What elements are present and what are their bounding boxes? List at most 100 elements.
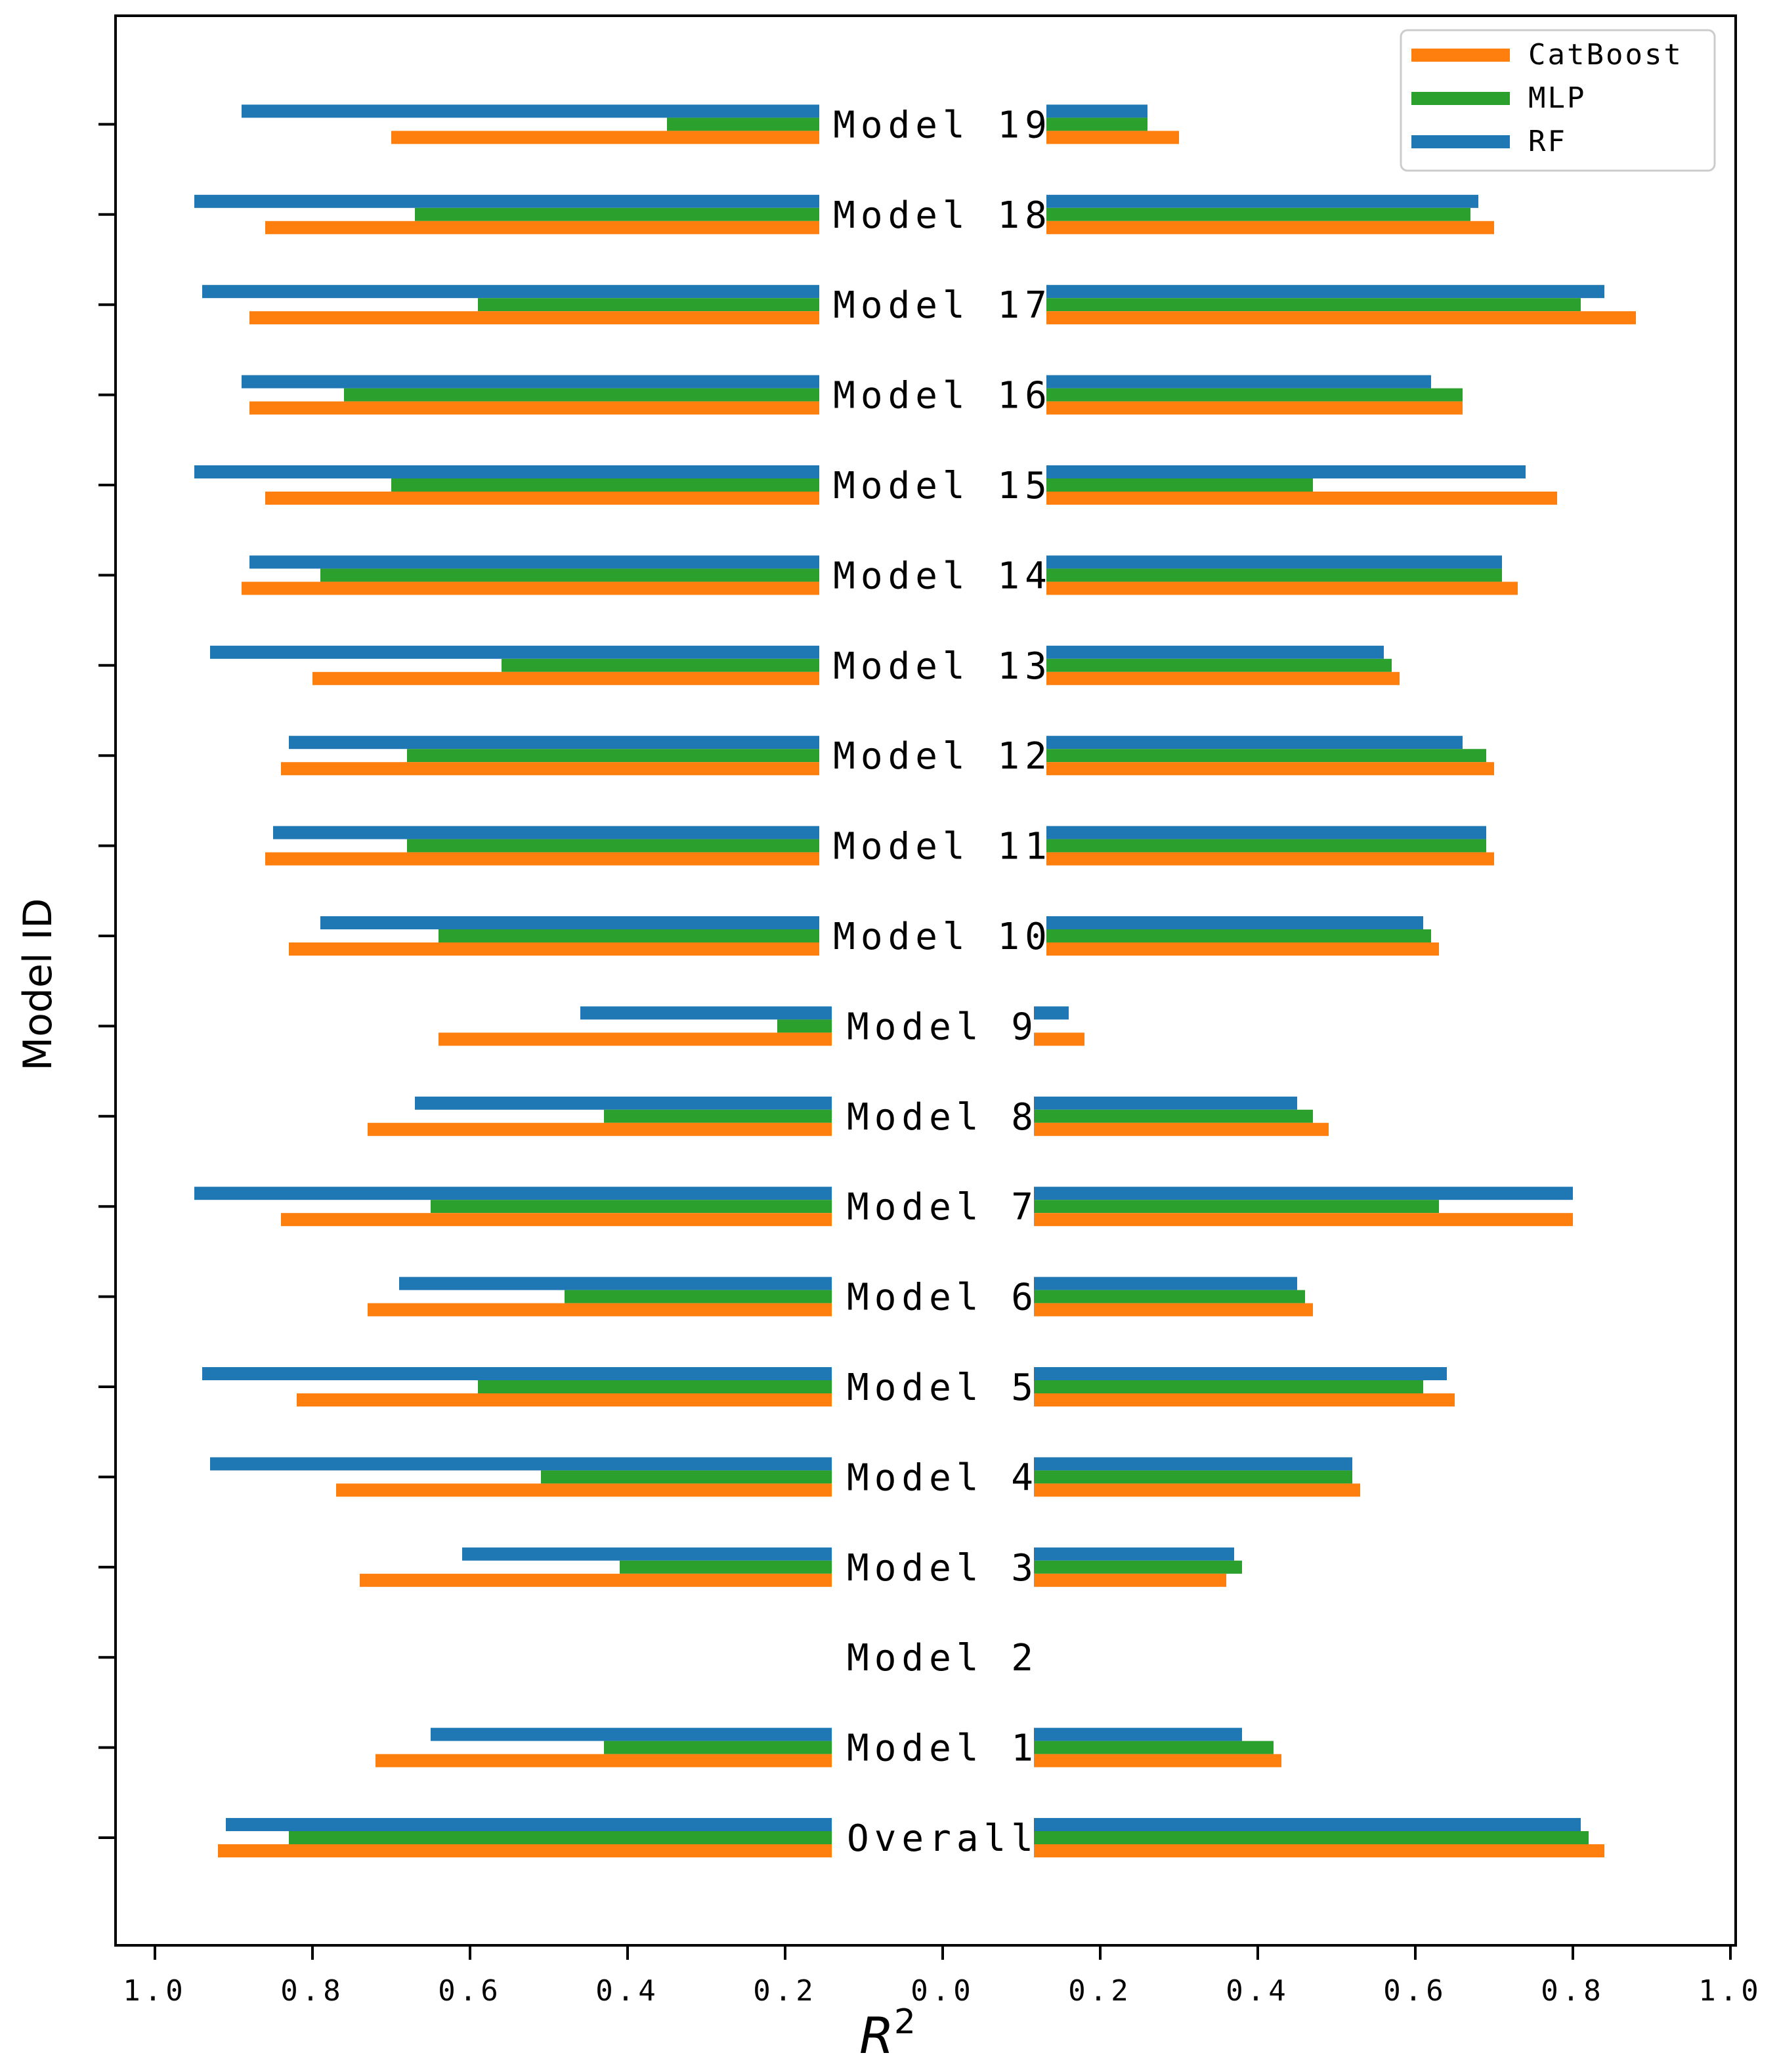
bar-right-catboost-17: [1046, 311, 1636, 325]
legend-entries: CatBoost MLP RF: [1411, 38, 1681, 158]
bar-right-mlp-18: [1046, 207, 1470, 221]
category-label-9: Model 9: [847, 1005, 1039, 1048]
bar-right-mlp-3: [1034, 1560, 1242, 1574]
bar-right-catboost-14: [1046, 581, 1518, 595]
bar-right-mlp-7: [1034, 1200, 1439, 1214]
category-label-8: Model 8: [847, 1096, 1039, 1139]
legend-swatch-rf: [1411, 135, 1510, 148]
legend-label-mlp: MLP: [1528, 81, 1586, 115]
category-label-17: Model 17: [833, 284, 1052, 327]
bar-left-mlp-8: [604, 1109, 832, 1123]
legend-swatch-catboost: [1411, 49, 1510, 62]
bar-left-mlp-4: [541, 1470, 832, 1484]
bar-right-rf-7: [1034, 1187, 1573, 1200]
category-label-12: Model 12: [833, 735, 1052, 778]
bar-right-rf-10: [1046, 916, 1423, 929]
category-label-11: Model 11: [833, 826, 1052, 868]
bar-left-mlp-13: [502, 658, 819, 672]
bar-right-mlp-14: [1046, 568, 1502, 582]
bar-right-rf-6: [1034, 1277, 1297, 1290]
bar-right-catboost-13: [1046, 671, 1400, 685]
bar-left-catboost-8: [368, 1122, 832, 1136]
bar-left-rf-18: [194, 194, 819, 208]
bar-left-catboost-15: [265, 492, 819, 505]
bar-left-rf-8: [415, 1096, 832, 1110]
bar-left-mlp-1: [604, 1741, 832, 1754]
category-label-3: Model 3: [847, 1547, 1039, 1590]
category-label-13: Model 13: [833, 645, 1052, 688]
bar-right-rf-8: [1034, 1096, 1297, 1110]
category-label-10: Model 10: [833, 916, 1052, 958]
bar-right-mlp-4: [1034, 1470, 1352, 1484]
bar-right-rf-18: [1046, 194, 1478, 208]
plot-frame: [114, 14, 1737, 1947]
x-tick-label-8: 0.6: [1383, 1974, 1447, 2008]
bar-right-mlp-16: [1046, 388, 1463, 402]
bar-right-mlp-17: [1046, 298, 1581, 312]
bar-right-rf-5: [1034, 1367, 1447, 1380]
bar-right-catboost-1: [1034, 1754, 1281, 1767]
bar-left-mlp-6: [565, 1290, 832, 1303]
bar-right-catboost-9: [1034, 1032, 1084, 1046]
bar-left-mlp-11: [407, 839, 819, 853]
bar-left-rf-10: [320, 916, 819, 929]
y-axis-title: Model ID: [15, 898, 61, 1070]
bar-left-mlp-16: [344, 388, 819, 402]
bar-left-rf-1: [431, 1727, 832, 1741]
bar-right-catboost-11: [1046, 852, 1494, 866]
bar-right-mlp-0: [1034, 1831, 1589, 1844]
bar-left-mlp-3: [620, 1560, 832, 1574]
bar-left-mlp-7: [431, 1200, 832, 1214]
x-tick-label-2: 0.6: [438, 1974, 502, 2008]
bar-right-rf-13: [1046, 645, 1384, 659]
x-tick-label-6: 0.2: [1068, 1974, 1132, 2008]
bar-right-mlp-15: [1046, 478, 1313, 492]
category-label-1: Model 1: [847, 1727, 1039, 1770]
bar-right-catboost-0: [1034, 1844, 1604, 1857]
bar-left-rf-15: [194, 465, 819, 478]
bar-right-catboost-7: [1034, 1213, 1573, 1227]
bar-right-catboost-18: [1046, 221, 1494, 234]
bar-right-catboost-8: [1034, 1122, 1329, 1136]
category-labels: Overall Model 1 Model 2 Model 3 Model 4 Model…: [833, 104, 1052, 1860]
bar-right-rf-16: [1046, 375, 1431, 389]
bar-left-mlp-19: [667, 117, 819, 131]
bar-left-catboost-12: [281, 762, 819, 776]
bar-right-mlp-11: [1046, 839, 1486, 853]
bar-right-mlp-8: [1034, 1109, 1313, 1123]
bar-right-rf-19: [1046, 104, 1147, 118]
bar-left-catboost-19: [391, 131, 819, 144]
category-label-6: Model 6: [847, 1277, 1039, 1319]
bar-left-rf-6: [399, 1277, 832, 1290]
bars-layer: [194, 104, 1636, 1857]
category-label-14: Model 14: [833, 555, 1052, 597]
bar-left-mlp-0: [289, 1831, 832, 1844]
bar-left-catboost-0: [218, 1844, 832, 1857]
bar-left-catboost-9: [439, 1032, 832, 1046]
bar-right-rf-9: [1034, 1006, 1069, 1020]
bar-left-catboost-4: [336, 1483, 832, 1497]
bar-left-rf-17: [202, 285, 819, 299]
category-label-5: Model 5: [847, 1366, 1039, 1409]
bar-right-mlp-6: [1034, 1290, 1305, 1303]
bar-left-rf-19: [242, 104, 819, 118]
bar-right-mlp-19: [1046, 117, 1147, 131]
bar-left-catboost-7: [281, 1213, 832, 1227]
x-tick-label-4: 0.2: [753, 1974, 817, 2008]
bar-right-rf-1: [1034, 1727, 1242, 1741]
bar-left-mlp-17: [478, 298, 819, 312]
bar-right-catboost-3: [1034, 1573, 1226, 1587]
bar-left-catboost-10: [289, 942, 819, 956]
bar-left-rf-16: [242, 375, 819, 389]
bar-left-rf-11: [273, 826, 819, 839]
bar-left-rf-12: [289, 736, 819, 750]
bar-right-catboost-4: [1034, 1483, 1360, 1497]
bar-right-rf-0: [1034, 1818, 1581, 1831]
x-tick-label-3: 0.4: [595, 1974, 659, 2008]
x-tick-label-7: 0.4: [1226, 1974, 1289, 2008]
x-tick-label-9: 0.8: [1541, 1974, 1604, 2008]
bar-left-catboost-18: [265, 221, 819, 234]
legend: CatBoost MLP RF: [1400, 29, 1716, 172]
bar-right-rf-4: [1034, 1457, 1352, 1471]
